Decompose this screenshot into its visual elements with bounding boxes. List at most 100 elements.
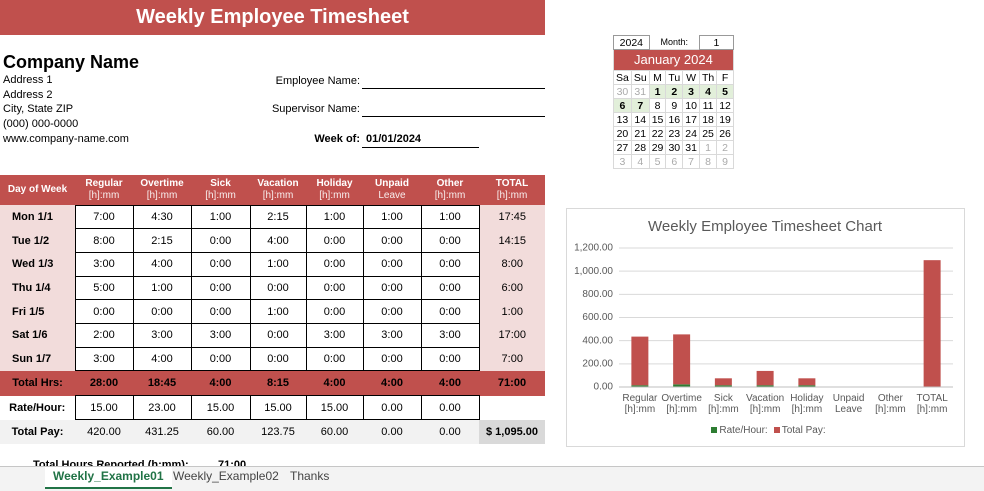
cell: 1:00 bbox=[420, 204, 480, 230]
y-tick-label: 1,200.00 bbox=[574, 243, 613, 254]
calendar-day: 30 bbox=[613, 84, 632, 99]
header-cell: Regular [h]:mm bbox=[75, 175, 133, 205]
cell: 3:00 bbox=[74, 251, 134, 277]
cell: 0:00 bbox=[420, 346, 480, 372]
cell: 123.75 bbox=[261, 426, 295, 439]
bar bbox=[798, 385, 816, 387]
cell: 0:00 bbox=[420, 299, 480, 324]
legend: Rate/Hour: Total Pay: bbox=[567, 425, 964, 436]
calendar-day: 27 bbox=[613, 140, 632, 155]
legend-swatch bbox=[711, 427, 718, 433]
cell: 0:00 bbox=[190, 299, 251, 324]
cell: 0:00 bbox=[305, 228, 364, 253]
cell: 0:00 bbox=[190, 251, 251, 277]
address-line: www.company-name.com bbox=[3, 132, 129, 145]
x-tick-label: Other [h]:mm bbox=[875, 393, 906, 415]
calendar-day: 10 bbox=[682, 98, 700, 113]
cell: 0:00 bbox=[190, 346, 251, 372]
header-text: [h]:mm bbox=[319, 189, 350, 201]
header-text: Holiday bbox=[316, 177, 353, 189]
cell: 8:15 bbox=[266, 377, 290, 390]
calendar-day: 28 bbox=[630, 140, 650, 155]
calendar-day: 11 bbox=[698, 98, 718, 113]
header-cell: TOTAL [h]:mm bbox=[479, 175, 545, 205]
y-tick-label: 200.00 bbox=[582, 358, 613, 369]
bar bbox=[714, 378, 732, 386]
calendar-day: 5 bbox=[648, 154, 667, 169]
calendar-day: 7 bbox=[630, 98, 650, 113]
cell: Sat 1/6 bbox=[0, 323, 75, 348]
header-text: Regular bbox=[85, 177, 123, 189]
header-text: [h]:mm bbox=[88, 189, 120, 201]
legend-swatch bbox=[773, 427, 780, 433]
cell: Mon 1/1 bbox=[0, 205, 75, 229]
x-tick-label: Overtime [h]:mm bbox=[661, 393, 702, 415]
employee-label: Employee Name: bbox=[275, 75, 360, 87]
cell: 0.00 bbox=[439, 426, 461, 439]
header-text: Day of Week bbox=[7, 184, 68, 195]
calendar-day: 16 bbox=[665, 112, 684, 127]
calendar-day: 6 bbox=[613, 98, 632, 113]
calendar-title: January 2024 bbox=[613, 49, 734, 71]
legend-label: Total Pay: bbox=[781, 425, 826, 436]
cell: 4:00 bbox=[249, 228, 307, 253]
x-tick-label: Sick [h]:mm bbox=[708, 393, 739, 415]
cell: 0:00 bbox=[362, 346, 422, 372]
header-cell: Other [h]:mm bbox=[421, 175, 479, 205]
cell: 3:00 bbox=[362, 322, 422, 348]
cell: 0:00 bbox=[305, 299, 364, 324]
sheet-tabs: Weekly_Example01 Weekly_Example02 Thanks bbox=[0, 466, 984, 491]
address-line: (000) 000-0000 bbox=[3, 118, 79, 131]
header-cell: Unpaid Leave bbox=[363, 175, 421, 205]
calendar-day: 21 bbox=[630, 126, 650, 141]
calendar-controls: 2024 Month: 1 bbox=[613, 35, 734, 50]
cell: 4:00 bbox=[209, 377, 232, 390]
cell: 5:00 bbox=[74, 275, 134, 301]
header-text: Overtime bbox=[140, 177, 184, 189]
cell: 17:00 bbox=[479, 323, 545, 348]
cell: 1:00 bbox=[305, 204, 364, 230]
cell: 15.00 bbox=[305, 395, 364, 421]
bar bbox=[631, 385, 649, 387]
cell: 0:00 bbox=[132, 299, 192, 324]
sheet-tab[interactable]: Weekly_Example02 bbox=[173, 469, 279, 483]
header-text: [h]:mm bbox=[496, 190, 528, 201]
cell: 1:00 bbox=[479, 299, 545, 324]
weekday: F bbox=[716, 70, 734, 85]
calendar-day: 7 bbox=[682, 154, 700, 169]
sheet-tab[interactable]: Thanks bbox=[290, 469, 330, 483]
month: 1 bbox=[698, 35, 734, 50]
company-name: Company Name bbox=[3, 52, 140, 72]
cell: $ 1,095.00 bbox=[479, 419, 545, 444]
cell: 4:00 bbox=[438, 377, 462, 390]
calendar-day: 17 bbox=[682, 112, 700, 127]
pay-row: Total Pay: 420.00 431.25 60.00 123.75 60.00 0.… bbox=[0, 419, 545, 444]
sheet-title: Weekly Employee Timesheet bbox=[0, 0, 545, 35]
cell: 60.00 bbox=[320, 426, 349, 439]
totals-row: Total Hrs: 28:00 18:45 4:00 8:15 4:00 4:00 4:00… bbox=[0, 370, 545, 396]
address-line: Address 2 bbox=[3, 88, 53, 101]
calendar-day: 3 bbox=[682, 84, 700, 99]
header-text: TOTAL bbox=[495, 178, 529, 189]
bar bbox=[673, 334, 691, 385]
calendar-day: 4 bbox=[698, 84, 718, 99]
cell: 60.00 bbox=[206, 426, 235, 439]
header-cell: Holiday [h]:mm bbox=[306, 175, 363, 205]
week-row: 20 21 22 23 24 25 26 bbox=[613, 126, 734, 141]
calendar-day: 4 bbox=[630, 154, 650, 169]
header-text: Sick bbox=[210, 177, 231, 189]
month-label: Month: bbox=[660, 37, 689, 48]
cell: 6:00 bbox=[479, 276, 545, 300]
calendar-day: 3 bbox=[613, 154, 632, 169]
header-row: Day of Week Regular [h]:mm Overtime [h]:mm Si… bbox=[0, 175, 545, 205]
bar bbox=[631, 336, 649, 386]
bar bbox=[756, 385, 774, 387]
sheet-tab[interactable]: Weekly_Example01 bbox=[45, 467, 172, 489]
cell: 71:00 bbox=[497, 377, 527, 390]
chart-title: Weekly Employee Timesheet Chart bbox=[648, 218, 883, 235]
header-cell: Vacation [h]:mm bbox=[250, 175, 306, 205]
year: 2024 bbox=[613, 35, 650, 50]
cell: Total Hrs: bbox=[12, 377, 63, 390]
